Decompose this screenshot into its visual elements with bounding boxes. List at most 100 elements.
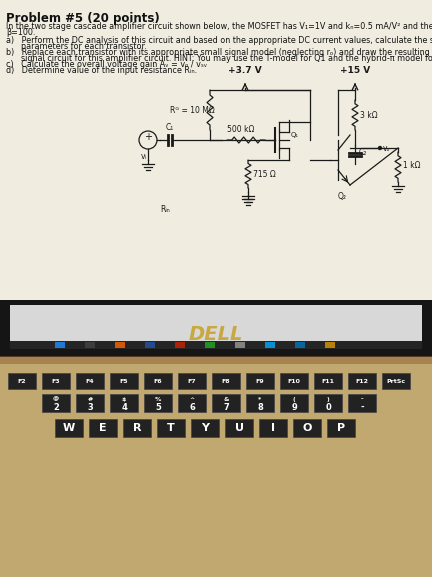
Text: Q₂: Q₂ <box>337 192 346 201</box>
Bar <box>85 342 95 348</box>
Bar <box>8 373 36 389</box>
Text: Rᴳ = 10 MΩ: Rᴳ = 10 MΩ <box>170 106 215 114</box>
Bar <box>10 305 422 347</box>
Bar <box>205 342 215 348</box>
Bar <box>293 419 321 437</box>
Text: U: U <box>235 423 244 433</box>
Text: F10: F10 <box>288 379 300 384</box>
Bar <box>175 342 185 348</box>
Text: 2: 2 <box>53 403 59 411</box>
Bar <box>110 394 138 412</box>
Text: 6: 6 <box>189 403 195 411</box>
Text: E: E <box>99 423 107 433</box>
Text: F7: F7 <box>187 379 196 384</box>
Bar <box>55 342 65 348</box>
Text: In the two stage cascade amplifier circuit shown below, the MOSFET has V₁=1V and: In the two stage cascade amplifier circu… <box>6 22 432 31</box>
Text: (: ( <box>292 396 295 402</box>
Text: Rᵢₙ: Rᵢₙ <box>160 205 170 214</box>
Text: signal circuit for this amplifier circuit. HINT: You may use the T-model for Q1 : signal circuit for this amplifier circui… <box>6 54 432 63</box>
Text: C₂: C₂ <box>359 148 367 156</box>
Bar <box>0 356 432 364</box>
Bar <box>89 419 117 437</box>
Bar <box>55 419 83 437</box>
Text: -: - <box>360 403 364 411</box>
Text: O: O <box>302 423 311 433</box>
Text: @: @ <box>53 396 59 402</box>
Bar <box>10 341 422 349</box>
Bar <box>178 373 206 389</box>
Bar <box>280 394 308 412</box>
Text: C₁: C₁ <box>166 123 174 132</box>
Text: d)   Determine value of the input resistance Rᵢₙ.: d) Determine value of the input resistan… <box>6 66 197 75</box>
Text: &: & <box>223 396 229 402</box>
Bar <box>246 373 274 389</box>
Bar <box>327 419 355 437</box>
Bar <box>0 300 432 357</box>
Text: F11: F11 <box>321 379 334 384</box>
Text: 4: 4 <box>121 403 127 411</box>
Bar <box>314 373 342 389</box>
Text: 500 kΩ: 500 kΩ <box>227 125 254 134</box>
Text: T: T <box>167 423 175 433</box>
Text: 8: 8 <box>257 403 263 411</box>
Text: 9: 9 <box>291 403 297 411</box>
Text: R: R <box>133 423 141 433</box>
Bar <box>295 342 305 348</box>
Bar <box>42 394 70 412</box>
Text: +: + <box>144 132 152 142</box>
Bar <box>225 419 253 437</box>
Text: Q₁: Q₁ <box>291 132 299 138</box>
Text: F3: F3 <box>52 379 60 384</box>
Bar <box>212 394 240 412</box>
Text: F2: F2 <box>18 379 26 384</box>
Text: #: # <box>87 396 92 402</box>
Bar <box>144 394 172 412</box>
Text: I: I <box>271 423 275 433</box>
Bar <box>76 373 104 389</box>
Text: 3: 3 <box>87 403 93 411</box>
Text: 1 kΩ: 1 kΩ <box>403 160 420 170</box>
Text: $: $ <box>122 396 126 402</box>
Text: F5: F5 <box>120 379 128 384</box>
Bar <box>314 394 342 412</box>
Text: *: * <box>258 396 262 402</box>
Text: β=100.: β=100. <box>6 28 35 37</box>
Bar <box>144 373 172 389</box>
Text: c)   Calculate the overall voltage gain Aᵥ = vₒ / vₛᵥ: c) Calculate the overall voltage gain Aᵥ… <box>6 60 207 69</box>
Text: F6: F6 <box>154 379 162 384</box>
Text: ): ) <box>327 396 329 402</box>
Bar <box>212 373 240 389</box>
Text: F4: F4 <box>86 379 94 384</box>
Bar <box>382 373 410 389</box>
Bar <box>259 419 287 437</box>
Text: vᵢ: vᵢ <box>141 152 147 161</box>
Bar <box>246 394 274 412</box>
Bar <box>42 373 70 389</box>
Bar <box>235 342 245 348</box>
Bar <box>110 373 138 389</box>
Bar <box>191 419 219 437</box>
Text: +3.7 V: +3.7 V <box>228 66 262 75</box>
Text: %: % <box>155 396 161 402</box>
Text: 3 kΩ: 3 kΩ <box>360 111 378 119</box>
Bar <box>325 342 335 348</box>
Bar <box>178 394 206 412</box>
Text: DELL: DELL <box>189 324 243 343</box>
Text: W: W <box>63 423 75 433</box>
Text: -: - <box>361 396 363 402</box>
Bar <box>265 342 275 348</box>
Text: b)   Replace each transistor with its appropriate small signal model (neglecting: b) Replace each transistor with its appr… <box>6 48 432 57</box>
Text: 5: 5 <box>155 403 161 411</box>
Bar <box>157 419 185 437</box>
Text: Y: Y <box>201 423 209 433</box>
Text: F9: F9 <box>256 379 264 384</box>
Text: 715 Ω: 715 Ω <box>253 170 276 178</box>
Text: a)   Perform the DC analysis of this circuit and based on the appropriate DC cur: a) Perform the DC analysis of this circu… <box>6 36 432 45</box>
Text: +15 V: +15 V <box>340 66 370 75</box>
Bar <box>76 394 104 412</box>
Text: ^: ^ <box>189 396 195 402</box>
Bar <box>115 342 125 348</box>
Bar <box>145 342 155 348</box>
Bar <box>348 394 376 412</box>
Text: Problem #5 (20 points): Problem #5 (20 points) <box>6 12 160 25</box>
